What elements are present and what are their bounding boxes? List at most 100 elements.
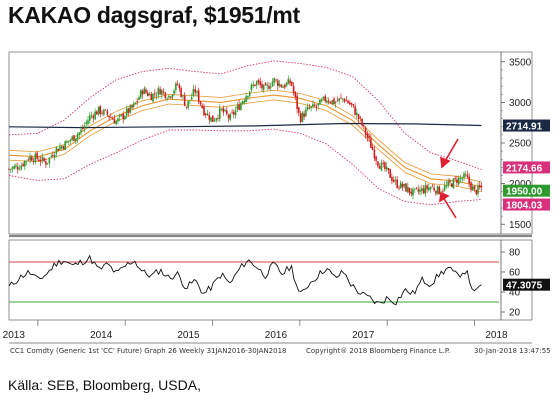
candle-body xyxy=(38,159,40,161)
candle-body xyxy=(62,146,65,149)
candle-body xyxy=(171,94,174,98)
rsi-last-value-label: 47.3075 xyxy=(503,278,550,292)
candle-body xyxy=(385,166,388,170)
candle-body xyxy=(284,85,286,88)
value-label-text: 2714.91 xyxy=(506,122,543,133)
candle-body xyxy=(324,96,326,101)
candle-body xyxy=(287,79,290,85)
candle-body xyxy=(11,167,14,170)
candle-body xyxy=(278,83,281,86)
candle-body xyxy=(299,113,302,122)
candle-body xyxy=(127,108,130,113)
candle-body xyxy=(150,93,153,101)
candle-body xyxy=(161,90,163,95)
candle-body xyxy=(463,173,465,178)
candle-body xyxy=(99,106,102,114)
candle-body xyxy=(175,83,177,91)
x-tick-label-2017: 2017 xyxy=(352,330,375,341)
candle-body xyxy=(473,185,476,189)
candle-body xyxy=(41,156,44,161)
candle-body xyxy=(456,179,458,183)
candle-body xyxy=(280,84,283,88)
candle-body xyxy=(392,179,395,182)
candle-body xyxy=(106,110,109,115)
candle-body xyxy=(66,141,68,143)
candle-body xyxy=(431,186,434,188)
candle-body xyxy=(468,176,470,184)
candle-body xyxy=(347,100,349,104)
candle-body xyxy=(313,104,316,107)
candle-body xyxy=(53,154,56,158)
candle-body xyxy=(375,156,377,161)
candle-body xyxy=(435,190,437,194)
candle-body xyxy=(157,88,160,95)
bollinger-lower-line xyxy=(8,128,482,206)
candle-body xyxy=(85,122,88,125)
rsi-line xyxy=(8,254,482,306)
candle-body xyxy=(262,84,265,90)
candle-body xyxy=(231,112,233,114)
x-tick-label-2013: 2013 xyxy=(3,330,26,341)
candle-body xyxy=(155,95,158,97)
candle-body xyxy=(43,158,45,161)
candle-body xyxy=(189,100,191,101)
rsi-tick-label-20: 20 xyxy=(509,308,521,319)
y-tick-label-1500: 1500 xyxy=(509,220,532,231)
candle-body xyxy=(426,185,428,190)
candle-body xyxy=(159,88,161,95)
candle-body xyxy=(15,165,17,168)
candle-body xyxy=(201,105,203,108)
candle-body xyxy=(378,166,381,169)
arrow-up-head xyxy=(438,191,450,203)
candle-body xyxy=(67,141,70,143)
value-label-2714.91: 2714.91 xyxy=(503,119,550,133)
candle-body xyxy=(308,107,311,109)
value-label-text: 2174.66 xyxy=(506,163,543,174)
arrow-down-head xyxy=(440,156,451,169)
candle-body xyxy=(76,134,79,139)
candle-body xyxy=(141,90,144,95)
candle-body xyxy=(363,125,365,126)
candle-body xyxy=(113,118,116,124)
candle-body xyxy=(442,191,444,193)
candle-body xyxy=(445,185,448,187)
candle-body xyxy=(78,132,81,135)
candle-body xyxy=(124,116,126,120)
moving-average-line-2 xyxy=(8,89,482,183)
candle-body xyxy=(336,100,339,102)
candle-body xyxy=(87,120,89,124)
price-panel-frame xyxy=(8,51,533,235)
candle-body xyxy=(340,97,342,99)
candle-body xyxy=(229,114,232,120)
candle-body xyxy=(296,95,298,109)
candle-body xyxy=(147,92,149,96)
candle-body xyxy=(104,109,107,111)
x-tick-label-2016: 2016 xyxy=(265,330,288,341)
candle-body xyxy=(169,96,172,98)
candle-body xyxy=(134,102,137,104)
candle-body xyxy=(366,133,369,138)
candle-body xyxy=(219,108,221,119)
candle-body xyxy=(36,152,38,159)
candle-body xyxy=(222,108,225,113)
candle-body xyxy=(199,101,202,105)
candle-body xyxy=(255,81,258,86)
value-label-text: 1950.00 xyxy=(506,187,543,198)
candle-body xyxy=(382,163,384,164)
candle-body xyxy=(454,178,456,179)
y-tick-label-2500: 2500 xyxy=(509,139,532,150)
candle-body xyxy=(464,174,467,176)
candle-body xyxy=(357,114,360,119)
candle-body xyxy=(338,98,340,101)
page-title: KAKAO dagsgraf, $1951/mt xyxy=(8,2,300,28)
candle-body xyxy=(275,79,277,81)
y-tick-label-3500: 3500 xyxy=(509,57,532,68)
candle-body xyxy=(52,155,54,157)
candle-body xyxy=(480,185,483,188)
candle-body xyxy=(320,99,323,102)
candle-body xyxy=(97,106,100,115)
candle-body xyxy=(277,80,279,87)
candle-body xyxy=(394,180,397,182)
candle-body xyxy=(190,97,193,100)
candle-body xyxy=(122,113,124,119)
